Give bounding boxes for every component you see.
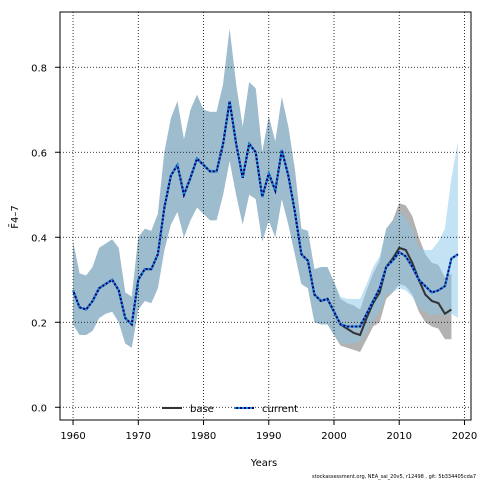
- y-tick-label: 0.6: [31, 148, 47, 159]
- y-tick-label: 0.4: [31, 233, 47, 244]
- x-axis: 1960 1970 1980 1990 2000 2010 2020: [60, 420, 477, 442]
- legend: base current: [162, 404, 298, 415]
- legend-current-label: current: [262, 404, 298, 415]
- y-tick-label: 0.8: [31, 63, 47, 74]
- x-tick-label: 1960: [60, 431, 85, 442]
- y-axis-title: F̄4–7: [8, 205, 21, 228]
- current-line-dots: [72, 101, 459, 328]
- y-tick-label: 0.2: [31, 318, 47, 329]
- x-tick-label: 1970: [126, 431, 151, 442]
- x-tick-label: 2020: [452, 431, 477, 442]
- source-note: stockassessment.org, NEA_sai_20v5, r1249…: [312, 474, 476, 480]
- x-tick-label: 2000: [321, 431, 346, 442]
- x-tick-label: 2010: [387, 431, 412, 442]
- plot-frame: [59, 11, 472, 421]
- y-axis: 0.0 0.2 0.4 0.6 0.8: [31, 63, 60, 414]
- x-axis-title: Years: [250, 458, 277, 469]
- confidence-bands: [73, 29, 458, 352]
- x-tick-label: 1990: [256, 431, 281, 442]
- x-tick-label: 1980: [191, 431, 216, 442]
- y-tick-label: 0.0: [31, 403, 47, 414]
- series-lines: [72, 101, 459, 337]
- legend-base-label: base: [190, 404, 214, 415]
- grid: [60, 12, 471, 420]
